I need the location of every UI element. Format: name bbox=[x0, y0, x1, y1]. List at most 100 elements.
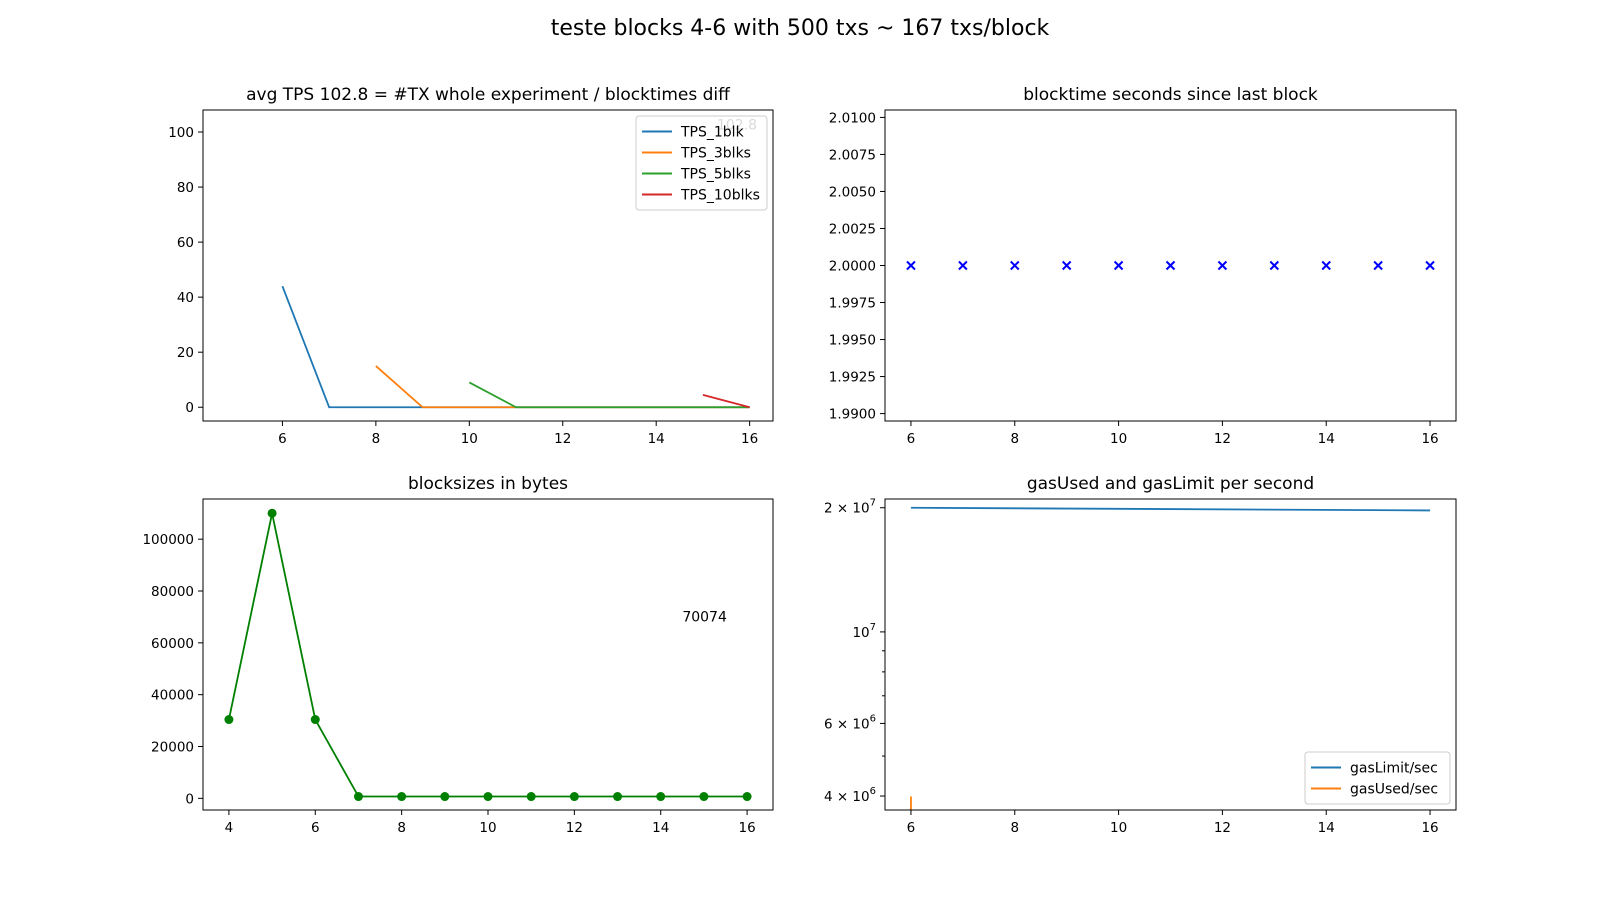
series-line-tps-10blks bbox=[702, 393, 750, 409]
y-tick-label: 1.9925 bbox=[829, 370, 876, 386]
x-tick-label: 10 bbox=[461, 431, 478, 447]
marker-stroke bbox=[1165, 260, 1176, 271]
x-tick-label: 16 bbox=[738, 820, 755, 836]
data-point bbox=[1217, 260, 1228, 271]
plot-area bbox=[906, 260, 1435, 271]
axes-frame bbox=[884, 109, 1457, 422]
plot-area bbox=[910, 506, 1431, 810]
x-tick-label: 10 bbox=[1110, 820, 1127, 836]
data-point bbox=[267, 508, 277, 518]
y-tick-label: 100000 bbox=[142, 532, 194, 548]
x-tick-label: 14 bbox=[652, 820, 669, 836]
figure-suptitle: teste blocks 4-6 with 500 txs ~ 167 txs/… bbox=[551, 16, 1050, 41]
y-tick-label: 2.0050 bbox=[829, 184, 876, 200]
plot-area: 70074 bbox=[224, 508, 752, 802]
data-point bbox=[1269, 260, 1280, 271]
y-tick-label: 100 bbox=[168, 125, 194, 141]
marker-stroke bbox=[1425, 260, 1435, 271]
x-tick-label: 6 bbox=[907, 820, 916, 836]
y-tick-label: 60 bbox=[177, 235, 194, 251]
data-point bbox=[397, 792, 407, 802]
data-point bbox=[613, 792, 623, 802]
y-tick-label: 20 bbox=[177, 345, 194, 361]
data-point bbox=[656, 792, 666, 802]
axes-frame bbox=[202, 109, 774, 422]
y-tick-label: 6 × 106 bbox=[824, 713, 876, 732]
marker-stroke bbox=[1217, 260, 1228, 271]
axes-title: blocktime seconds since last block bbox=[1023, 85, 1318, 105]
data-point bbox=[1061, 260, 1072, 271]
x-tick-label: 6 bbox=[278, 431, 287, 447]
data-point bbox=[310, 715, 320, 725]
x-tick-label: 10 bbox=[1110, 431, 1127, 447]
y-tick-label: 2 × 107 bbox=[824, 498, 876, 517]
data-point bbox=[1113, 260, 1124, 271]
y-tick-label: 60000 bbox=[151, 636, 194, 652]
x-tick-label: 12 bbox=[566, 820, 583, 836]
axes-title: gasUsed and gasLimit per second bbox=[1027, 474, 1314, 494]
data-point bbox=[1321, 260, 1331, 271]
legend-label-tps-10blks: TPS_10blks bbox=[680, 188, 760, 204]
data-point bbox=[1165, 260, 1176, 271]
y-tick-label: 80 bbox=[177, 180, 194, 196]
x-tick-label: 12 bbox=[1214, 820, 1231, 836]
data-point bbox=[526, 792, 536, 802]
y-tick-label: 0 bbox=[185, 400, 194, 416]
x-tick-label: 8 bbox=[1010, 431, 1019, 447]
legend: gasLimit/sec gasUsed/sec bbox=[1304, 751, 1451, 805]
data-point bbox=[569, 792, 579, 802]
x-tick-label: 10 bbox=[479, 820, 496, 836]
y-tick-label: 0 bbox=[185, 791, 194, 807]
subplot-blocktime: blocktime seconds since last block 6 8 10 12… bbox=[829, 85, 1457, 447]
marker-stroke bbox=[1113, 260, 1124, 271]
data-point bbox=[353, 792, 363, 802]
y-tick-label: 1.9900 bbox=[829, 407, 876, 423]
marker-stroke bbox=[1010, 260, 1020, 271]
x-tick-label: 16 bbox=[741, 431, 758, 447]
legend-label-gasused-sec: gasUsed/sec bbox=[1350, 782, 1438, 798]
data-point bbox=[483, 792, 493, 802]
y-tick-label: 80000 bbox=[151, 584, 194, 600]
x-tick-label: 14 bbox=[648, 431, 665, 447]
x-tick-label: 8 bbox=[372, 431, 381, 447]
legend-box bbox=[635, 115, 768, 211]
marker-stroke bbox=[1269, 260, 1280, 271]
legend-label-tps-1blk: TPS_1blk bbox=[680, 125, 745, 141]
axes-frame bbox=[202, 498, 774, 811]
data-point bbox=[224, 715, 234, 725]
subplot-blocksizes: blocksizes in bytes 4 6 8 10 12 14 16 0 20000 4000… bbox=[142, 474, 774, 836]
x-tick-label: 6 bbox=[311, 820, 320, 836]
y-tick-label: 4 × 106 bbox=[824, 786, 876, 805]
y-tick-label: 2.0075 bbox=[829, 147, 876, 163]
legend: TPS_1blk TPS_3blks TPS_5blks TPS_10blks bbox=[635, 115, 768, 211]
data-point bbox=[958, 260, 968, 271]
series-line-tps-3blks bbox=[375, 365, 750, 409]
x-tick-label: 16 bbox=[1421, 820, 1438, 836]
y-tick-label: 40000 bbox=[151, 688, 194, 704]
marker-stroke bbox=[906, 260, 916, 271]
y-tick-label: 1.9975 bbox=[829, 296, 876, 312]
data-point bbox=[1010, 260, 1020, 271]
data-point bbox=[906, 260, 916, 271]
marker-stroke bbox=[1321, 260, 1331, 271]
series-line-tps-5blks bbox=[468, 381, 750, 409]
axes-title: avg TPS 102.8 = #TX whole experiment / b… bbox=[246, 85, 731, 105]
marker-stroke bbox=[958, 260, 968, 271]
y-tick-label: 20000 bbox=[151, 740, 194, 756]
data-point bbox=[1373, 260, 1383, 271]
x-tick-label: 12 bbox=[554, 431, 571, 447]
data-point bbox=[440, 792, 450, 802]
subplot-gas: gasUsed and gasLimit per second 6 8 10 12 14 1… bbox=[824, 474, 1457, 836]
y-tick-label: 107 bbox=[852, 622, 876, 641]
marker-stroke bbox=[1373, 260, 1383, 271]
annotation: 70074 bbox=[682, 610, 727, 626]
axes-frame bbox=[884, 498, 1457, 811]
data-point bbox=[1425, 260, 1435, 271]
legend-label-tps-3blks: TPS_3blks bbox=[680, 146, 751, 162]
data-point bbox=[742, 792, 752, 802]
x-tick-label: 14 bbox=[1318, 820, 1335, 836]
legend-label-gaslimit-sec: gasLimit/sec bbox=[1350, 761, 1438, 777]
y-tick-label: 40 bbox=[177, 290, 194, 306]
x-tick-label: 12 bbox=[1214, 431, 1231, 447]
